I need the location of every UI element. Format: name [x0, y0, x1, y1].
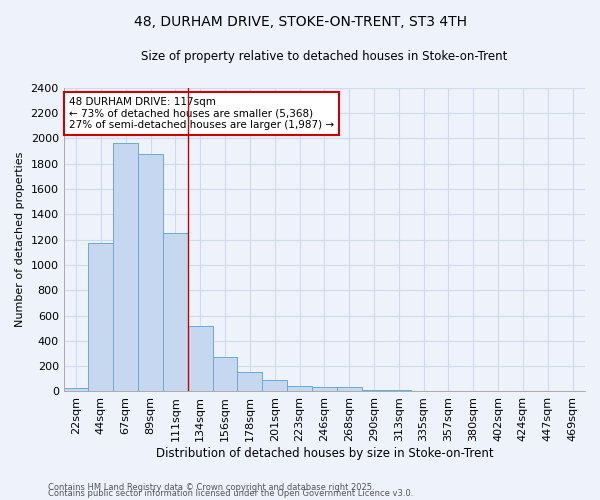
Text: 48 DURHAM DRIVE: 117sqm
← 73% of detached houses are smaller (5,368)
27% of semi: 48 DURHAM DRIVE: 117sqm ← 73% of detache… — [69, 97, 334, 130]
Bar — [386, 390, 411, 392]
Bar — [337, 387, 362, 392]
Bar — [212, 356, 238, 392]
Bar — [411, 391, 436, 392]
Y-axis label: Number of detached properties: Number of detached properties — [15, 152, 25, 328]
Bar — [163, 234, 188, 392]
Title: Size of property relative to detached houses in Stoke-on-Trent: Size of property relative to detached ho… — [141, 50, 508, 63]
Bar — [64, 388, 88, 392]
Bar — [138, 154, 163, 392]
Bar — [287, 386, 312, 392]
Bar — [262, 380, 287, 392]
Bar — [113, 144, 138, 392]
Bar — [362, 390, 386, 392]
Text: 48, DURHAM DRIVE, STOKE-ON-TRENT, ST3 4TH: 48, DURHAM DRIVE, STOKE-ON-TRENT, ST3 4T… — [133, 15, 467, 29]
Bar — [238, 372, 262, 392]
Text: Contains public sector information licensed under the Open Government Licence v3: Contains public sector information licen… — [48, 489, 413, 498]
Bar — [188, 326, 212, 392]
Bar — [88, 243, 113, 392]
Text: Contains HM Land Registry data © Crown copyright and database right 2025.: Contains HM Land Registry data © Crown c… — [48, 483, 374, 492]
X-axis label: Distribution of detached houses by size in Stoke-on-Trent: Distribution of detached houses by size … — [155, 447, 493, 460]
Bar — [312, 387, 337, 392]
